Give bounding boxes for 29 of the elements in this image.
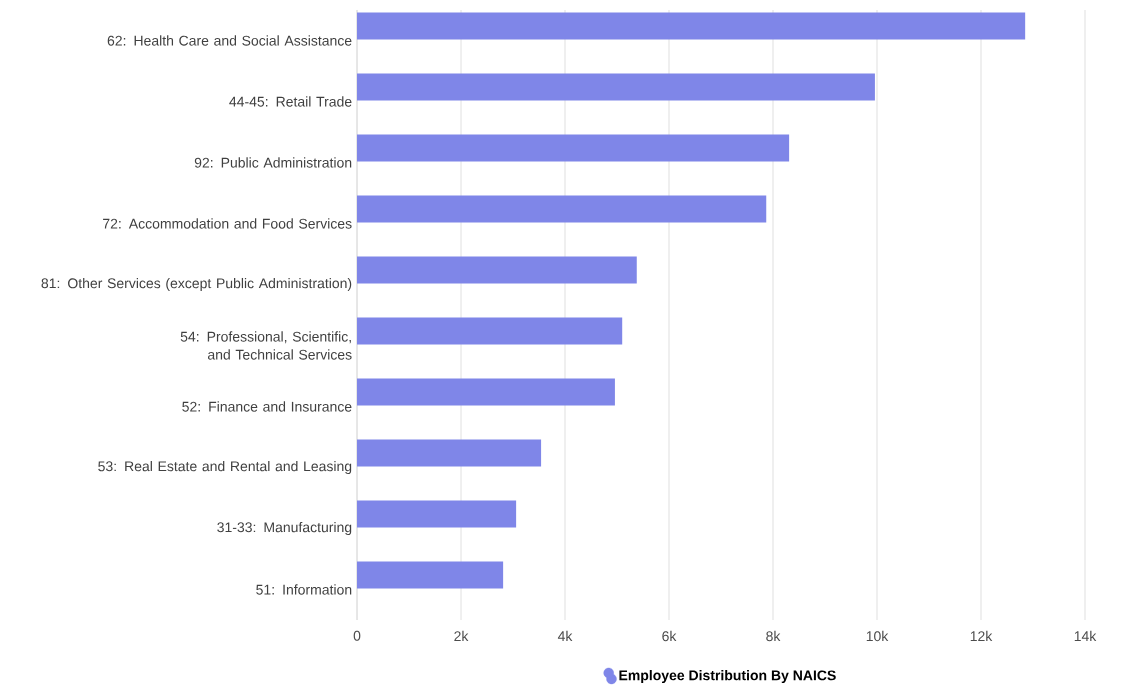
bar xyxy=(357,317,623,345)
bar xyxy=(357,73,875,101)
y-tick-label: 72: Accommodation and Food Services xyxy=(103,218,352,229)
bar xyxy=(357,195,767,223)
x-tick-label: 12k xyxy=(970,630,993,641)
x-tick-label: 4k xyxy=(557,630,573,641)
x-tick-label: 0 xyxy=(353,630,361,641)
y-tick-label: 92: Public Administration xyxy=(194,157,352,168)
y-tick-label: 53: Real Estate and Rental and Leasing xyxy=(98,460,352,475)
bar xyxy=(357,378,615,406)
bar xyxy=(357,12,1026,40)
y-tick-label: 31-33: Manufacturing xyxy=(217,521,352,536)
x-tick-label: 8k xyxy=(766,630,781,642)
y-tick-label: 51: Information xyxy=(256,584,352,595)
x-tick-label: 2k xyxy=(454,630,469,641)
x-tick-label: 14k xyxy=(1074,630,1097,641)
legend-label: Employee Distribution By NAICS xyxy=(619,670,836,684)
y-tick-label: 62: Health Care and Social Assistance xyxy=(107,35,352,46)
bar xyxy=(357,439,542,467)
bar xyxy=(357,561,504,589)
bar xyxy=(357,134,790,162)
x-tick-label: 6k xyxy=(662,630,677,642)
y-tick-label: 54: Professional, Scientific, and Technical Services xyxy=(180,331,352,360)
y-tick-label: 52: Finance and Insurance xyxy=(182,401,352,412)
x-tick-label: 10k xyxy=(866,630,889,642)
y-tick-label: 81: Other Services (except Public Administration) xyxy=(41,277,352,292)
y-tick-label: 44-45: Retail Trade xyxy=(229,96,352,107)
bar xyxy=(357,500,517,528)
bar xyxy=(357,256,637,284)
